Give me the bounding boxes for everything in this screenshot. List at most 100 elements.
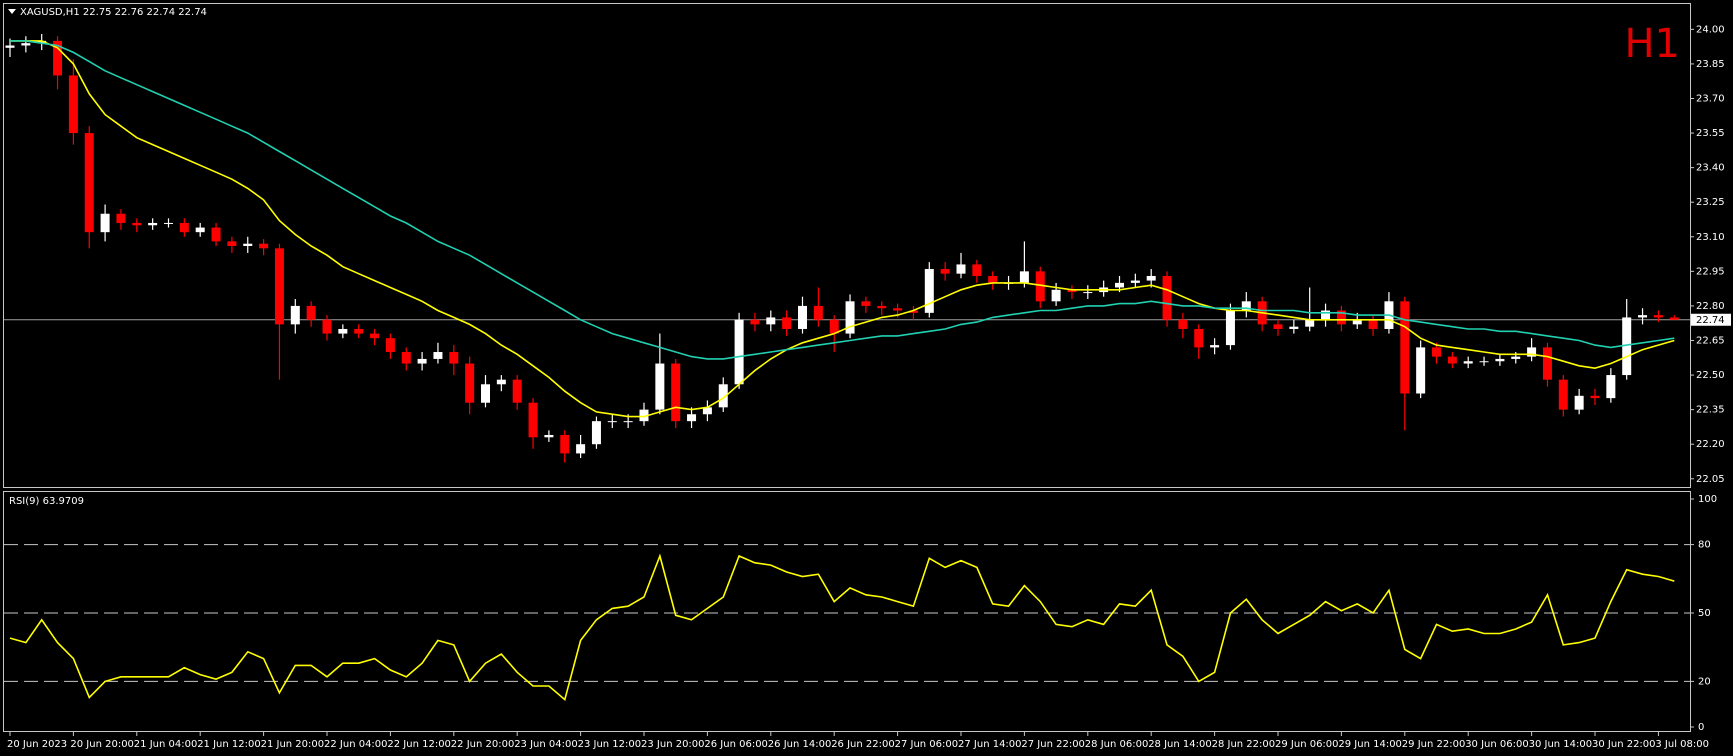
candle-body — [972, 264, 982, 276]
rsi-header: RSI(9) 63.9709 — [9, 496, 84, 507]
candle-body — [1558, 379, 1568, 410]
y-tick-label: 22.50 — [1696, 370, 1725, 381]
candle-body — [1083, 292, 1093, 294]
symbol-header: XAGUSD,H1 22.75 22.76 22.74 22.74 — [20, 7, 207, 18]
candle-body — [1321, 310, 1331, 320]
candle-body — [766, 317, 776, 325]
candle-body — [1051, 289, 1061, 302]
candle-body — [1146, 275, 1156, 281]
candle-body — [370, 333, 380, 339]
y-tick-label: 100 — [1698, 494, 1717, 505]
x-tick-label: 30 Jun 14:00 — [1529, 739, 1593, 750]
candle-body — [1447, 356, 1457, 364]
candle-body — [1495, 358, 1505, 362]
candle-body — [702, 407, 712, 415]
x-tick-label: 22 Jun 20:00 — [451, 739, 515, 750]
candle-body — [449, 352, 459, 364]
moving-average — [10, 40, 1675, 360]
candle-body — [5, 45, 15, 48]
y-tick-label: 20 — [1698, 676, 1711, 687]
candle-body — [1210, 345, 1220, 348]
candle-body — [845, 301, 855, 334]
candle-body — [1622, 317, 1632, 376]
rsi-panel-frame — [3, 491, 1691, 732]
candle-body — [322, 319, 332, 334]
x-tick-label: 20 Jun 2023 — [7, 739, 67, 750]
candle-body — [354, 328, 364, 334]
candle-body — [655, 363, 665, 410]
candle-body — [1130, 280, 1140, 283]
candle-body — [877, 305, 887, 309]
y-tick-label: 23.10 — [1696, 232, 1725, 243]
y-tick-label: 23.40 — [1696, 163, 1725, 174]
candle-body — [576, 444, 586, 454]
x-tick-label: 27 Jun 14:00 — [958, 739, 1022, 750]
candle-body — [306, 305, 316, 320]
x-tick-label: 23 Jun 04:00 — [514, 739, 578, 750]
candle-body — [1606, 375, 1616, 399]
candle-body — [1115, 282, 1124, 288]
moving-average — [10, 40, 1675, 418]
candle-body — [1352, 319, 1362, 325]
x-tick-label: 21 Jun 20:00 — [261, 739, 325, 750]
candle-body — [1653, 315, 1663, 318]
candle-body — [227, 241, 237, 246]
x-tick-label: 29 Jun 22:00 — [1402, 739, 1466, 750]
menu-arrow[interactable] — [8, 9, 16, 14]
candle-body — [1067, 289, 1077, 293]
candle-body — [274, 248, 284, 325]
candle-body — [1416, 347, 1426, 394]
candle-body — [591, 421, 601, 445]
x-tick-label: 28 Jun 14:00 — [1148, 739, 1212, 750]
candle-body — [37, 40, 47, 44]
candle-body — [829, 319, 839, 334]
y-tick-label: 22.35 — [1696, 405, 1725, 416]
candle-body — [750, 319, 760, 325]
candle-body — [623, 421, 633, 423]
candle-body — [259, 243, 269, 249]
x-tick-label: 28 Jun 22:00 — [1212, 739, 1276, 750]
candle-body — [21, 43, 31, 46]
y-tick-label: 23.25 — [1696, 197, 1725, 208]
candle-body — [100, 213, 110, 233]
candle-body — [1035, 271, 1045, 302]
candle-body — [211, 227, 221, 242]
candle-body — [560, 434, 570, 454]
candle-body — [528, 402, 538, 438]
x-tick-label: 26 Jun 22:00 — [831, 739, 895, 750]
candle-body — [908, 310, 918, 313]
candle-body — [1574, 395, 1584, 410]
candle-body — [481, 384, 490, 403]
candle-body — [639, 409, 649, 422]
candle-body — [1511, 356, 1521, 359]
candle-body — [1241, 301, 1251, 311]
candle-body — [893, 308, 903, 311]
candle-body — [53, 40, 63, 76]
candle-body — [1368, 319, 1378, 329]
y-tick-label: 22.80 — [1696, 301, 1725, 312]
y-tick-label: 24.00 — [1696, 24, 1725, 35]
candle-body — [940, 269, 950, 274]
y-tick-label: 23.55 — [1696, 128, 1725, 139]
x-tick-label: 27 Jun 22:00 — [1021, 739, 1085, 750]
candle-body — [782, 317, 792, 329]
candle-body — [687, 414, 697, 422]
candle-body — [988, 275, 998, 283]
x-tick-label: 23 Jun 12:00 — [578, 739, 642, 750]
candle-body — [1162, 275, 1172, 320]
y-tick-label: 22.20 — [1696, 439, 1725, 450]
x-tick-label: 30 Jun 22:00 — [1592, 739, 1656, 750]
candle-body — [671, 363, 681, 422]
candle-body — [1400, 301, 1410, 394]
candle-body — [718, 384, 728, 408]
timeframe-label: H1 — [1624, 21, 1680, 67]
x-tick-label: 30 Jun 06:00 — [1465, 739, 1529, 750]
x-tick-label: 28 Jun 06:00 — [1085, 739, 1149, 750]
x-tick-label: 29 Jun 06:00 — [1275, 739, 1339, 750]
candle-body — [1194, 328, 1204, 348]
y-tick-label: 0 — [1698, 722, 1704, 733]
price-panel-frame — [3, 3, 1691, 488]
x-tick-label: 23 Jun 20:00 — [641, 739, 705, 750]
